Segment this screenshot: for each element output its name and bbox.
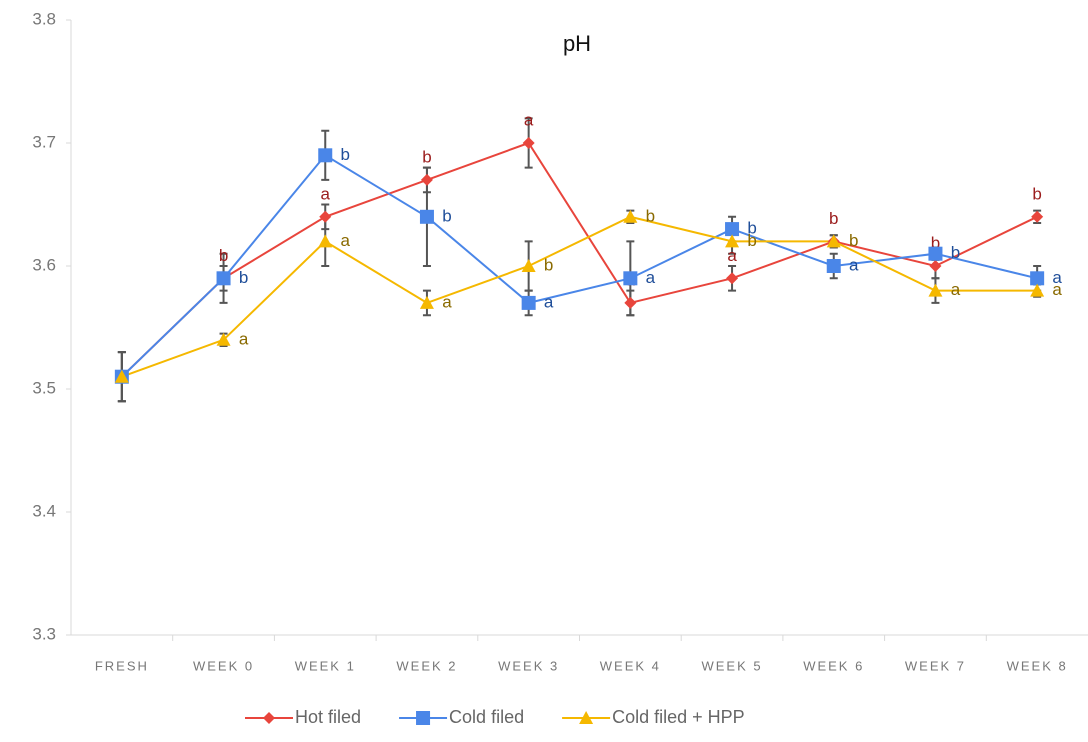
x-tick-label: WEEK 4 [600,658,661,673]
significance-letter: b [442,206,451,225]
x-tick-label: FRESH [95,658,149,673]
significance-letter: b [829,209,838,228]
significance-letter: a [1052,280,1062,299]
x-tick-label: WEEK 1 [295,658,356,673]
y-tick-label: 3.5 [32,378,56,397]
significance-letter: b [931,233,940,252]
significance-letter: b [849,231,858,250]
point [928,246,943,261]
point [419,295,434,309]
y-tick-label: 3.3 [32,624,56,643]
significance-letter: a [1052,268,1062,287]
x-tick-label: WEEK 3 [498,658,559,673]
legend-label: Hot filed [295,707,361,727]
significance-letter: a [646,268,656,287]
point [623,209,638,223]
significance-letter: a [341,231,351,250]
chart-title: pH [563,31,591,56]
point [726,272,739,285]
significance-letter: a [321,184,331,203]
point [1030,283,1045,297]
significance-letter: a [951,280,961,299]
legend-label: Cold filed [449,707,524,727]
point [216,271,231,286]
series-line [121,141,1038,378]
point [929,260,942,272]
series-line [121,215,1038,378]
x-tick-label: WEEK 6 [803,658,864,673]
x-tick-label: WEEK 8 [1007,658,1068,673]
legend-marker [263,712,275,724]
x-tick-label: WEEK 0 [193,658,254,673]
significance-letter: b [646,206,655,225]
point [725,222,740,237]
point [420,173,433,186]
significance-letter: a [524,110,534,129]
point [1031,210,1044,223]
point [318,234,333,248]
point [216,332,231,346]
x-tick-label: WEEK 2 [396,658,457,673]
significance-letter: b [239,268,248,287]
point [826,234,841,248]
point [319,210,332,223]
significance-letter: b [1032,184,1041,203]
point [624,296,637,309]
y-tick-label: 3.6 [32,255,56,274]
significance-letter: a [442,292,452,311]
x-tick-label: WEEK 7 [905,658,966,673]
point [826,259,841,273]
y-tick-label: 3.4 [32,501,56,520]
y-tick-label: 3.7 [32,132,56,151]
significance-letter: b [422,147,431,166]
y-tick-label: 3.8 [32,9,56,28]
series-line [121,153,1038,378]
legend-marker [579,711,594,724]
point [114,369,129,383]
point [522,137,535,149]
point [623,271,638,286]
significance-letter: a [849,255,859,274]
significance-letter: b [747,231,756,250]
significance-letter: b [951,243,960,262]
significance-letter: a [239,329,249,348]
point [725,234,740,248]
significance-letter: a [727,246,737,265]
point [318,148,333,163]
significance-letter: b [219,246,228,265]
legend-marker [416,711,431,725]
point [521,295,536,310]
point [419,209,434,224]
point [928,283,943,297]
x-tick-label: WEEK 5 [701,658,762,673]
significance-letter: b [747,219,756,238]
point [1030,271,1045,286]
significance-letter: a [544,292,554,311]
point [521,259,536,272]
significance-letter: b [341,145,350,164]
legend-label: Cold filed + HPP [612,707,745,727]
significance-letter: b [544,255,553,274]
